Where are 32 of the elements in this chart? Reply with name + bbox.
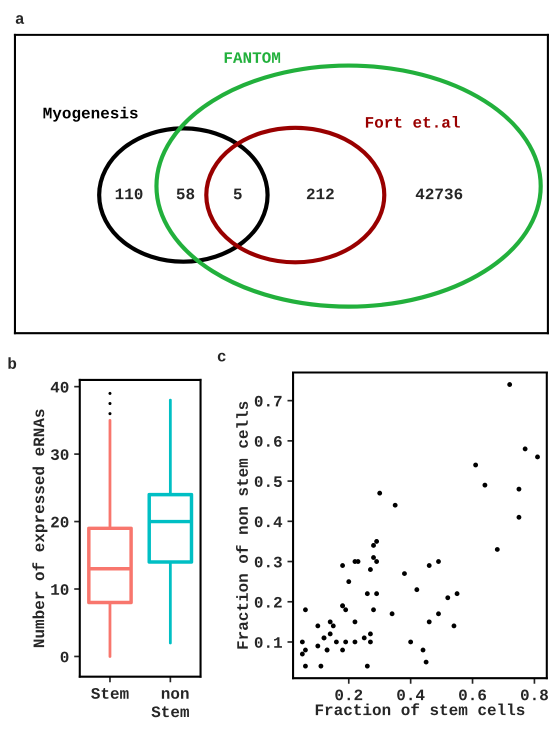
y-tick-label: 0	[60, 652, 68, 662]
x-tick-label: non Stem	[151, 690, 189, 718]
y-tick-label: 0.1	[254, 637, 282, 648]
y-tick-label: 0.4	[254, 516, 282, 528]
y-tick-label: 40	[50, 382, 68, 393]
legend-label: Fort et.al	[366, 116, 460, 128]
y-tick-label: 20	[51, 516, 68, 528]
y-axis-title: Fraction of non stem cells	[236, 402, 248, 649]
text: a	[16, 15, 24, 24]
y-tick-label: 30	[50, 449, 68, 460]
x-tick-label: 0.2	[335, 689, 362, 700]
y-tick-label: 0.7	[254, 396, 282, 407]
y-tick-label: 0.3	[254, 556, 282, 568]
text: 58	[176, 188, 194, 200]
text: 110	[116, 188, 142, 200]
x-tick-label: Stem	[91, 688, 129, 699]
x-tick-label: 0.6	[459, 689, 486, 700]
legend-label: FANTOM	[224, 52, 280, 64]
text: 5	[234, 188, 242, 200]
chart-title: c	[218, 352, 226, 362]
x-axis-title: Fraction of stem cells	[316, 703, 524, 716]
legend-label: Myogenesis	[43, 106, 138, 122]
x-tick-label: 0.8	[520, 689, 548, 700]
y-tick-label: 0.6	[254, 436, 282, 447]
text: 212	[306, 188, 334, 200]
y-axis-title: Number of expressed eRNAs	[32, 409, 48, 648]
y-tick-label: 0.5	[254, 476, 282, 488]
x-tick-label: 0.4	[397, 689, 425, 700]
chart-title: b	[8, 357, 16, 369]
y-tick-label: 0.2	[254, 596, 282, 608]
text: 42736	[416, 188, 462, 200]
y-tick-label: 10	[51, 584, 68, 595]
